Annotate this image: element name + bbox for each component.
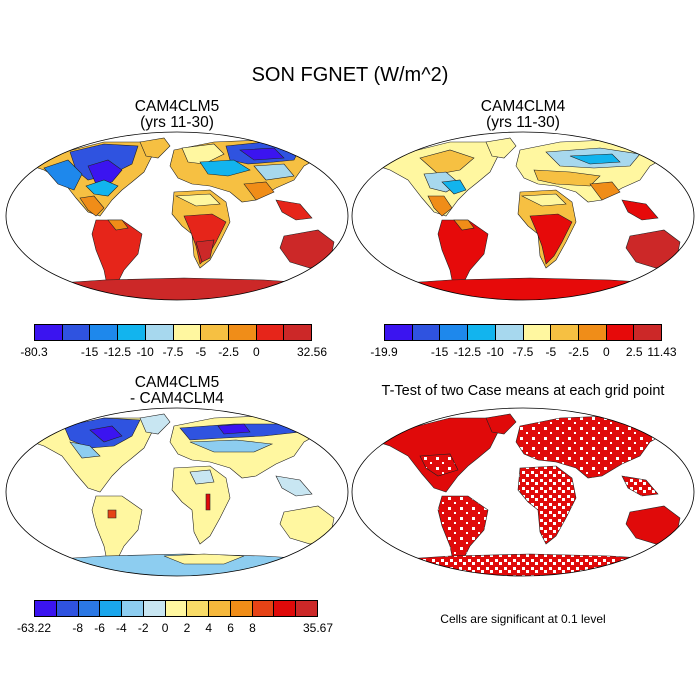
map-panel1 [5,131,349,301]
colorbar-labels-panel2: -19.9 -15 -12.5 -10 -7.5 -5 -2.5 0 2.5 11.43 [370,345,676,359]
map-panel2 [351,131,695,301]
colorbar-swatch [78,601,101,616]
colorbar-tick-label: -12.5 [103,345,132,359]
colorbar-swatch [606,325,635,340]
colorbar-labels-panel3: -63.22 -8 -6 -4 -2 0 2 4 6 8 35.67 [17,621,333,635]
panel4-title: T-Test of two Case means at each grid po… [381,383,665,399]
colorbar-swatch [35,325,63,340]
significance-note: Cells are significant at 0.1 level [440,612,606,626]
colorbar-tick-label: 0 [603,345,610,359]
colorbar-tick-label: 6 [227,621,234,635]
colorbar-swatch [551,325,579,340]
colorbar-tick-label: -10 [486,345,504,359]
colorbar-swatch [118,325,146,340]
colorbar-tick-label: -2.5 [568,345,589,359]
colorbar-tick-label: -80.3 [20,345,48,359]
colorbar-tick-label: 4 [205,621,213,635]
panel3-title-line1: CAM4CLM5 [134,374,220,391]
colorbar-swatch [385,325,413,340]
colorbar-swatch [100,601,123,616]
colorbar-tick-label: 35.67 [302,621,334,635]
colorbar-tick-label: 32.56 [296,345,328,359]
colorbar-swatch [412,325,441,340]
colorbar-tick-label: 0 [253,345,260,359]
colorbar-swatch [145,325,174,340]
panel1-title-line1: CAM4CLM5 [134,98,220,115]
colorbar-swatch [468,325,496,340]
colorbar-swatch [274,601,297,616]
colorbar-swatch [523,325,552,340]
colorbar-swatch [173,325,202,340]
colorbar-tick-label: -15 [430,345,449,359]
colorbar-swatch [228,325,257,340]
colorbar-tick-label: -10 [136,345,154,359]
colorbar-tick-label: 0 [161,621,169,635]
figure-title: SON FGNET (W/m^2) [251,64,449,86]
colorbar-tick-label: -5 [545,345,557,359]
colorbar-tick-label: -7.5 [162,345,184,359]
colorbar-tick-label: -8 [72,621,84,635]
colorbar-tick-label: -6 [94,621,105,635]
panel1-title-line2: (yrs 11-30) [140,114,214,131]
panel2-title-line2: (yrs 11-30) [486,114,560,131]
map-panel4-ttest [351,407,695,577]
colorbar-tick-label: 8 [249,621,256,635]
colorbar-swatch [122,601,144,616]
colorbar-tick-label: 2 [183,621,191,635]
colorbar-tick-label: 2.5 [625,345,643,359]
colorbar-tick-label: -12.5 [453,345,482,359]
colorbar-swatch [62,325,91,340]
colorbar-panel2 [384,324,662,341]
colorbar-swatch [284,325,312,340]
colorbar-swatch [578,325,607,340]
colorbar-tick-label: -4 [116,621,127,635]
colorbar-swatch [440,325,469,340]
colorbar-swatch [209,601,231,616]
colorbar-panel1 [34,324,312,341]
colorbar-swatch [165,601,188,616]
colorbar-tick-label: -15 [80,345,99,359]
colorbar-swatch [230,601,253,616]
colorbar-swatch [35,601,57,616]
colorbar-swatch [256,325,285,340]
colorbar-tick-label: -63.22 [16,621,52,635]
colorbar-swatch [296,601,317,616]
panel2-title-line1: CAM4CLM4 [480,98,566,115]
colorbar-swatch [187,601,210,616]
colorbar-panel3 [34,600,318,617]
colorbar-swatch [252,601,275,616]
colorbar-tick-label: 11.43 [647,345,677,359]
colorbar-swatch [634,325,662,340]
panel3-title-line2: - CAM4CLM4 [130,390,224,407]
colorbar-swatch [90,325,119,340]
colorbar-tick-label: -2.5 [218,345,239,359]
colorbar-swatch [201,325,229,340]
colorbar-tick-label: -7.5 [512,345,534,359]
colorbar-swatch [143,601,166,616]
colorbar-tick-label: -2 [137,621,149,635]
colorbar-tick-label: -19.9 [370,345,398,359]
colorbar-tick-label: -5 [195,345,207,359]
map-panel3 [5,407,349,577]
colorbar-swatch [56,601,79,616]
colorbar-swatch [495,325,524,340]
colorbar-labels-panel1: -80.3 -15 -12.5 -10 -7.5 -5 -2.5 0 32.56 [20,345,327,359]
